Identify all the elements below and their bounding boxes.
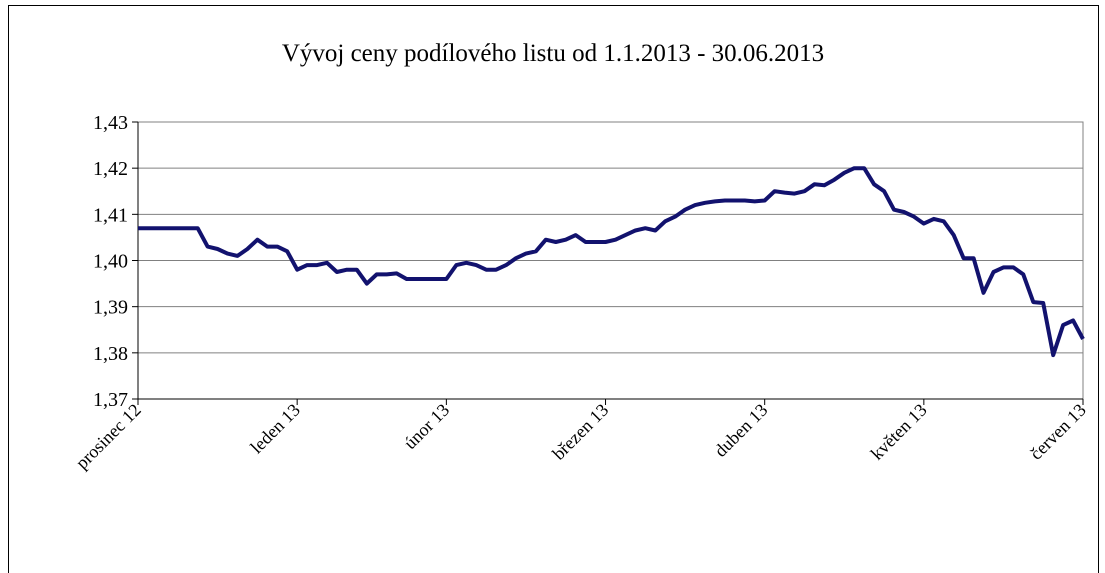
- chart-frame: [8, 5, 1099, 573]
- y-tick-label: 1,37: [93, 389, 128, 411]
- line-series: [138, 166, 1085, 358]
- y-tick-label: 1,41: [93, 204, 128, 226]
- y-tick-label: 1,43: [93, 112, 128, 134]
- chart-title: Vývoj ceny podílového listu od 1.1.2013 …: [282, 40, 824, 67]
- y-tick-label: 1,39: [93, 297, 128, 319]
- y-tick-label: 1,42: [93, 158, 128, 180]
- y-tick-label: 1,40: [93, 251, 128, 273]
- y-tick-label: 1,38: [93, 343, 128, 365]
